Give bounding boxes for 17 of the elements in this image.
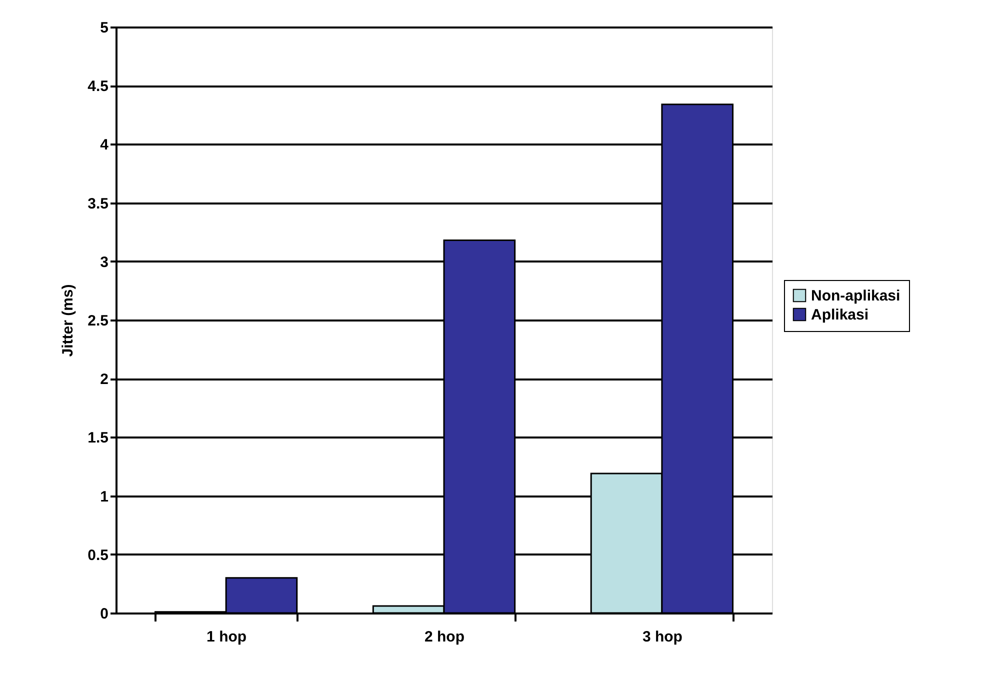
x-tick-label: 2 hop: [424, 628, 464, 646]
y-tick-label: 2: [100, 371, 108, 388]
x-tick-label: 1 hop: [206, 628, 247, 646]
y-tick-label: 4.5: [88, 78, 108, 96]
y-tick-label: 2.5: [88, 312, 108, 330]
y-tick-label: 1.5: [88, 430, 108, 447]
y-tick-label: 3.5: [88, 195, 108, 212]
y-axis-title: Jitter (ms): [60, 284, 77, 357]
y-tick-label: 4: [100, 136, 110, 154]
y-tick-label: 1: [100, 488, 108, 506]
y-tick-label: 3: [100, 254, 108, 271]
y-tick-label: 0: [100, 606, 108, 622]
y-tick-label: 0.5: [88, 546, 108, 564]
x-tick-label: 3 hop: [642, 628, 682, 646]
legend-label: Non-aplikasi: [811, 288, 900, 304]
y-tick-label: 5: [100, 20, 108, 36]
legend-label: Aplikasi: [811, 306, 869, 324]
